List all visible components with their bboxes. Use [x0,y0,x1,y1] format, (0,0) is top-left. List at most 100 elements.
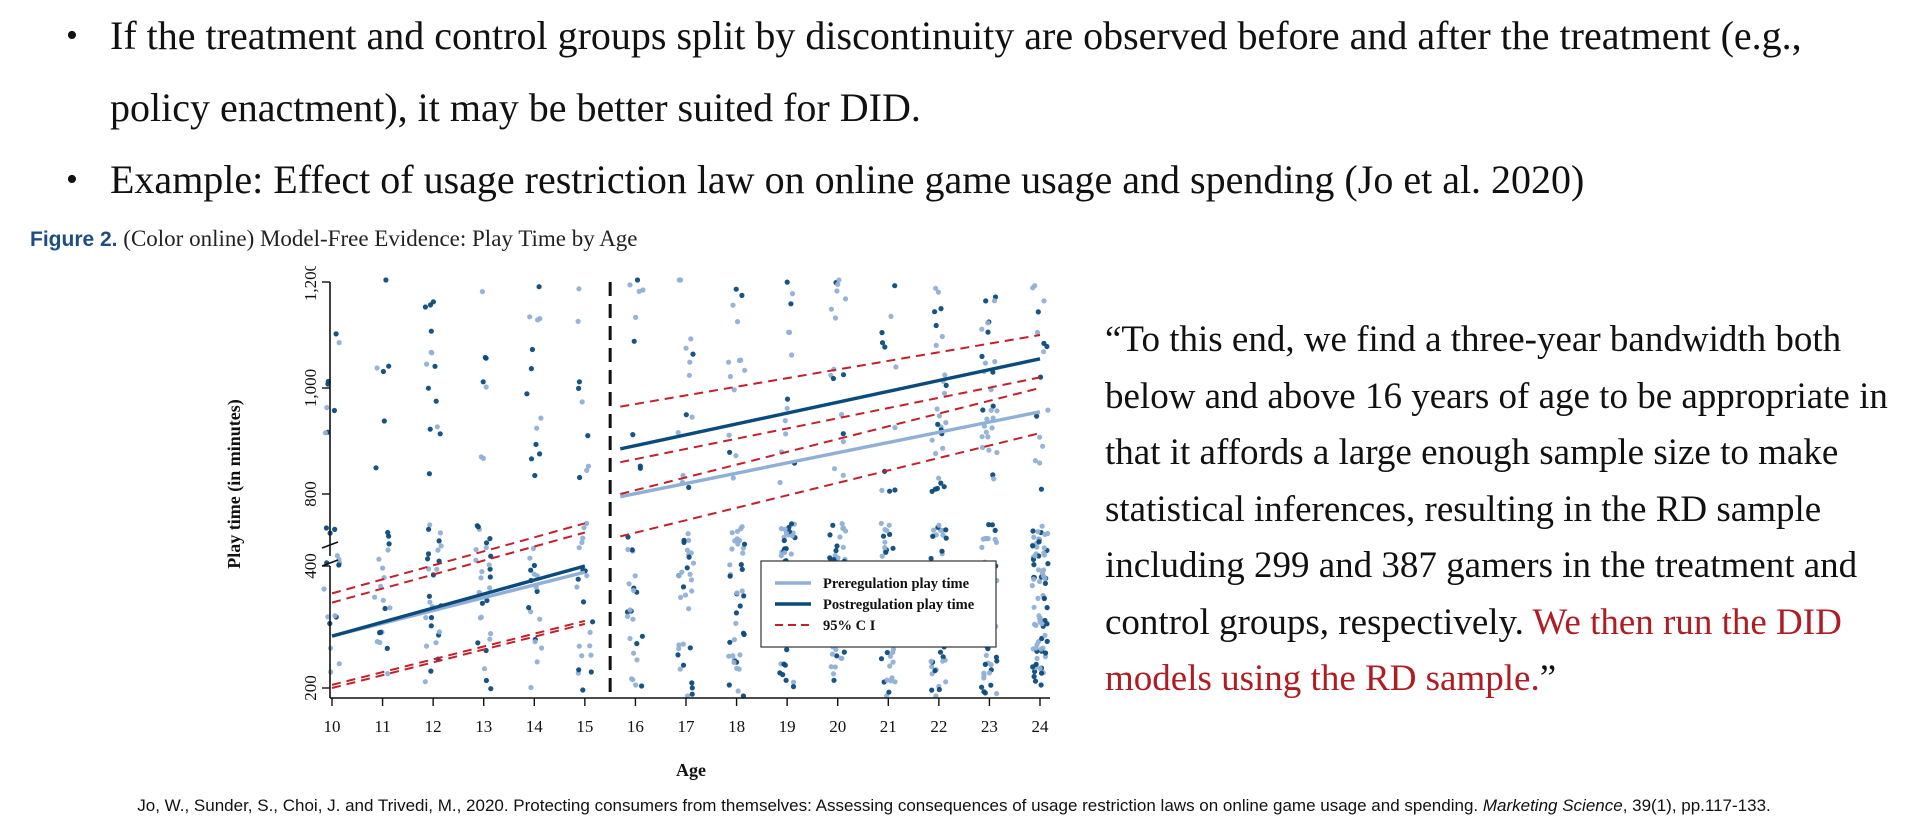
pre-point [1029,583,1035,589]
pre-point [437,530,443,536]
post-point [528,567,534,573]
post-point [738,562,744,568]
pre-point [735,541,741,547]
post-fit-line [331,564,586,638]
pre-point [687,571,693,577]
pre-point [689,588,695,594]
pre-point [1037,434,1043,440]
post-point [890,545,896,551]
pre-point [528,609,534,615]
pre-point [435,547,441,553]
post-point [990,403,996,409]
post-point [1031,562,1037,568]
post-point [436,538,442,544]
ci-line [331,622,586,689]
pre-point [689,414,695,420]
pre-point [893,364,899,370]
pre-point [929,664,935,670]
pre-point [587,629,593,635]
post-point [580,687,586,693]
post-point [1038,682,1044,688]
post-point [437,431,443,437]
post-point [783,677,789,683]
post-point [426,593,432,599]
pre-point [627,282,633,288]
pre-point [483,384,489,390]
post-point [840,372,847,378]
post-point [576,667,582,673]
pre-point [979,434,985,440]
post-point [1035,309,1041,315]
pre-point [1037,665,1043,671]
post-point [727,449,733,455]
pre-point [935,289,942,295]
post-point [428,328,434,334]
pre-point [434,424,440,430]
pre-point [782,550,788,556]
pre-point [734,590,740,596]
post-point [790,684,797,690]
pre-point [1031,576,1037,582]
pre-point [378,583,384,589]
pre-point [740,545,747,551]
pre-point [838,655,844,661]
pre-point [839,521,845,527]
pre-point [625,613,631,619]
pre-point [633,314,639,320]
quote-closing: ” [1539,658,1557,699]
post-point [487,574,493,580]
quote-highlight: We then run the DID models using the RD … [1105,601,1842,700]
post-point [933,322,939,329]
pre-point [931,527,937,533]
pre-point [940,445,946,451]
chart-legend: Preregulation play time Postregulation pl… [760,560,997,648]
pre-point [380,565,386,571]
pre-point [840,544,846,550]
post-point [537,451,543,457]
post-point [777,670,783,676]
post-point [827,532,833,538]
pre-point [934,406,940,412]
post-point [831,677,837,683]
pre-point [834,288,840,294]
post-point [1044,638,1050,644]
post-point [422,304,428,310]
pre-point [890,646,897,652]
post-point [887,531,893,537]
post-point [483,540,490,546]
post-point [993,654,1000,660]
pre-point [481,666,488,672]
pre-point [332,613,338,619]
post-point [980,407,986,413]
post-point [833,548,839,554]
pre-point [939,333,945,340]
pre-point [688,550,694,556]
pre-point [1041,545,1047,551]
post-point [741,593,747,599]
pre-point [676,277,682,283]
post-point [639,633,645,639]
pre-point [982,360,989,366]
post-point [637,463,643,469]
pre-point [324,405,330,411]
pre-point [1035,529,1041,535]
post-point [932,309,938,315]
post-point [575,576,581,582]
pre-point [742,367,748,373]
post-point [378,629,384,635]
pre-point [842,296,849,302]
pre-point [985,320,991,326]
pre-point [385,547,391,553]
pre-point [731,637,738,643]
pre-point [789,352,795,358]
post-point [726,682,732,688]
pre-point [678,594,684,600]
pre-point [933,285,939,291]
pre-point [831,466,838,472]
pre-point [886,522,892,528]
post-point [588,669,594,675]
pre-point [936,522,942,528]
post-point [686,484,692,490]
pre-point [730,475,736,481]
pre-point [884,677,890,683]
